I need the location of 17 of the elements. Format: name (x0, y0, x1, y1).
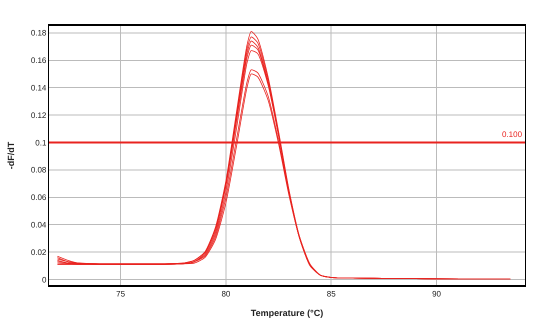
x-tick-label: 80 (221, 290, 231, 299)
y-tick-label: 0.16 (30, 56, 47, 66)
y-tick-label: 0 (42, 275, 47, 284)
y-tick-label: 0.12 (30, 110, 47, 120)
y-tick-label: 0.06 (30, 193, 47, 202)
x-tick-label: 90 (432, 290, 442, 299)
y-axis-title: -dF/dT (6, 141, 16, 170)
y-tick-label: 0.02 (30, 248, 47, 257)
y-tick-label: 0.08 (30, 166, 47, 175)
y-tick-label: 0.04 (30, 220, 47, 230)
x-tick-label: 85 (326, 290, 336, 299)
y-tick-label: 0.18 (30, 28, 47, 38)
y-tick-label: 0.1 (35, 138, 47, 148)
x-axis-title: Temperature (°C) (250, 308, 324, 318)
x-tick-label: 75 (116, 290, 126, 299)
y-tick-label: 0.14 (30, 83, 47, 92)
ref-line-label: 0.100 (502, 130, 523, 139)
